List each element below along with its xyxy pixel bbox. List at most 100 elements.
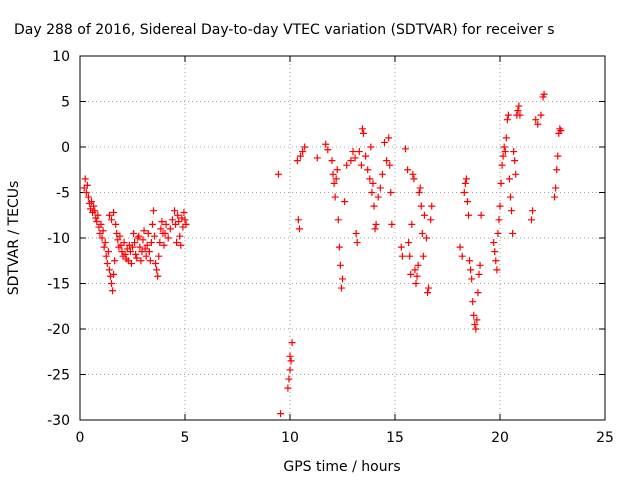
data-point-marker <box>415 189 423 196</box>
data-point-marker <box>505 175 513 183</box>
data-point-marker <box>376 184 384 192</box>
data-point-marker <box>362 152 370 160</box>
data-point-marker <box>475 270 483 278</box>
data-point-marker <box>105 266 113 274</box>
data-point-marker <box>132 250 140 258</box>
data-point-marker <box>553 166 561 174</box>
data-point-marker <box>335 243 343 251</box>
data-point-marker <box>410 175 418 183</box>
y-tick-label: 5 <box>61 95 70 111</box>
data-point-marker <box>509 229 517 237</box>
data-point-marker <box>498 161 506 169</box>
data-point-marker <box>336 261 344 269</box>
data-point-marker <box>116 232 124 240</box>
data-point-marker <box>332 175 340 183</box>
data-point-marker <box>160 241 168 249</box>
data-point-marker <box>158 218 166 226</box>
chart-title: Day 288 of 2016, Sidereal Day-to-day VTE… <box>14 22 555 38</box>
y-axis-label: SDTVAR / TECUs <box>6 181 22 296</box>
data-point-marker <box>419 252 427 260</box>
data-point-marker <box>295 225 303 233</box>
data-point-marker <box>507 193 514 201</box>
data-point-marker <box>99 227 107 235</box>
grid-lines <box>80 56 605 420</box>
data-point-marker <box>412 280 420 287</box>
data-point-marker <box>349 148 357 156</box>
data-point-marker <box>352 229 360 237</box>
data-point-marker <box>490 239 498 247</box>
data-point-marker <box>136 243 144 251</box>
data-point-marker <box>110 209 118 217</box>
data-point-marker <box>367 143 375 151</box>
data-point-marker <box>156 239 164 247</box>
data-point-marker <box>508 207 516 215</box>
data-point-marker <box>176 232 184 240</box>
data-point-marker <box>493 266 501 274</box>
x-axis-label: GPS time / hours <box>283 459 400 475</box>
data-point-marker <box>343 161 351 169</box>
data-point-marker <box>334 216 342 224</box>
data-point-marker <box>471 320 479 328</box>
data-point-marker <box>409 170 417 178</box>
data-point-marker <box>347 157 355 165</box>
data-point-marker <box>324 146 332 154</box>
data-point-marker <box>404 166 412 174</box>
x-tick-label: 10 <box>281 430 299 446</box>
data-point-marker <box>104 248 112 256</box>
data-point-marker <box>103 259 111 267</box>
data-point-marker <box>358 125 366 133</box>
data-point-marker <box>370 202 378 210</box>
data-point-marker <box>82 189 90 196</box>
data-point-marker <box>105 211 113 219</box>
data-point-marker <box>407 270 415 278</box>
data-point-marker <box>492 257 500 265</box>
data-point-marker <box>557 127 565 135</box>
data-point-marker <box>406 252 414 260</box>
data-point-marker <box>540 90 548 98</box>
data-point-marker <box>351 154 359 162</box>
data-point-marker <box>374 193 382 201</box>
data-point-marker <box>97 220 105 228</box>
x-tick-label: 25 <box>596 430 614 446</box>
data-point-marker <box>357 161 365 169</box>
y-tick-label: 0 <box>61 140 70 156</box>
data-point-marker <box>145 248 153 256</box>
data-point-marker <box>411 266 419 274</box>
data-points <box>80 90 565 418</box>
data-point-marker <box>98 234 106 242</box>
data-point-marker <box>182 220 190 228</box>
data-point-marker <box>112 220 120 228</box>
data-point-marker <box>285 375 293 383</box>
data-point-marker <box>100 243 108 251</box>
data-point-marker <box>514 107 522 115</box>
x-tick-label: 15 <box>386 430 404 446</box>
data-point-marker <box>111 257 119 265</box>
data-point-marker <box>456 243 464 251</box>
data-point-marker <box>180 209 188 217</box>
data-point-marker <box>83 181 91 189</box>
data-point-marker <box>503 116 511 124</box>
data-point-marker <box>461 179 469 187</box>
data-point-marker <box>328 157 336 165</box>
data-point-marker <box>537 111 545 119</box>
data-point-marker <box>466 257 474 265</box>
data-point-marker <box>510 148 518 156</box>
data-point-marker <box>177 241 185 249</box>
y-tick-label: -20 <box>47 322 70 338</box>
y-tick-label: -15 <box>47 277 70 293</box>
data-point-marker <box>331 193 339 201</box>
data-point-marker <box>175 218 183 226</box>
data-point-marker <box>427 216 435 224</box>
data-point-marker <box>369 179 377 187</box>
data-point-marker <box>473 316 481 324</box>
data-point-marker <box>137 257 145 265</box>
data-point-marker <box>413 272 421 280</box>
data-point-marker <box>329 170 337 178</box>
data-point-marker <box>171 207 178 215</box>
y-tick-label: -10 <box>47 231 70 247</box>
data-point-marker <box>502 134 510 142</box>
data-point-marker <box>397 243 405 251</box>
data-point-marker <box>274 170 282 178</box>
data-point-marker <box>428 202 436 210</box>
